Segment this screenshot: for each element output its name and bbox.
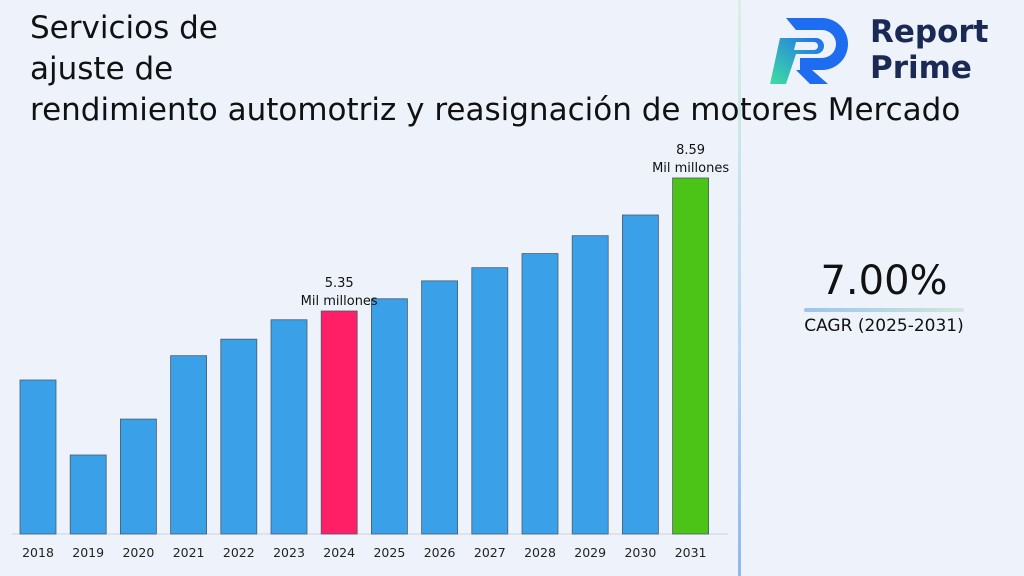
data-labels: 5.35 Mil millones 8.59 Mil millones [301,143,730,309]
x-tick-label-2022: 2022 [223,545,255,560]
x-tick-label-2023: 2023 [273,545,305,560]
x-tick-label-2024: 2024 [323,545,355,560]
x-tick-label-2026: 2026 [424,545,456,560]
data-label-unit-2031: Mil millones [652,161,729,176]
vertical-divider [738,0,741,576]
x-tick-label-2020: 2020 [122,545,154,560]
bar-2021 [170,355,208,535]
cagr-underline [804,308,964,312]
bars-group [19,177,709,535]
bar-2022 [220,338,258,535]
brand-line-1: Report [870,14,989,50]
bar-chart: 2018 2019 2020 2021 2022 2023 2024 2025 2026 2027… [12,143,730,560]
bar-2023 [270,319,308,535]
brand-line-2: Prime [870,50,972,86]
data-label-value-2031: 8.59 [676,143,705,158]
title-line-2: ajuste de [30,51,174,87]
cagr-label: CAGR (2025-2031) [804,316,964,336]
x-tick-label-2027: 2027 [474,545,506,560]
data-label-unit-2024: Mil millones [301,294,378,309]
bar-2027 [471,267,509,535]
x-tick-labels: 2018 2019 2020 2021 2022 2023 2024 2025 2026 2027… [22,545,706,560]
bar-2029 [571,235,609,535]
bar-2020 [120,418,157,535]
bar-2019 [69,454,107,535]
bar-2031 [672,177,709,535]
x-tick-label-2025: 2025 [373,545,405,560]
x-tick-label-2031: 2031 [675,545,707,560]
bar-2030 [622,214,659,535]
x-tick-label-2019: 2019 [72,545,104,560]
bar-2018 [19,379,57,535]
x-tick-label-2030: 2030 [624,545,656,560]
bar-2025 [370,298,408,535]
brand-name: Report Prime [870,14,989,86]
title-line-3: rendimiento automotriz y reasignación de… [30,92,961,128]
bar-2024 [320,310,358,535]
x-tick-label-2018: 2018 [22,545,54,560]
cagr-value: 7.00% [820,258,948,304]
x-tick-label-2029: 2029 [574,545,606,560]
title-line-1: Servicios de [30,10,218,46]
bar-2028 [521,253,559,535]
x-tick-label-2028: 2028 [524,545,556,560]
data-label-value-2024: 5.35 [325,276,354,291]
chart-title: Servicios de ajuste de rendimiento autom… [30,8,1024,131]
bar-2026 [421,280,459,535]
x-tick-label-2021: 2021 [173,545,205,560]
report-prime-logo-icon [770,18,848,84]
